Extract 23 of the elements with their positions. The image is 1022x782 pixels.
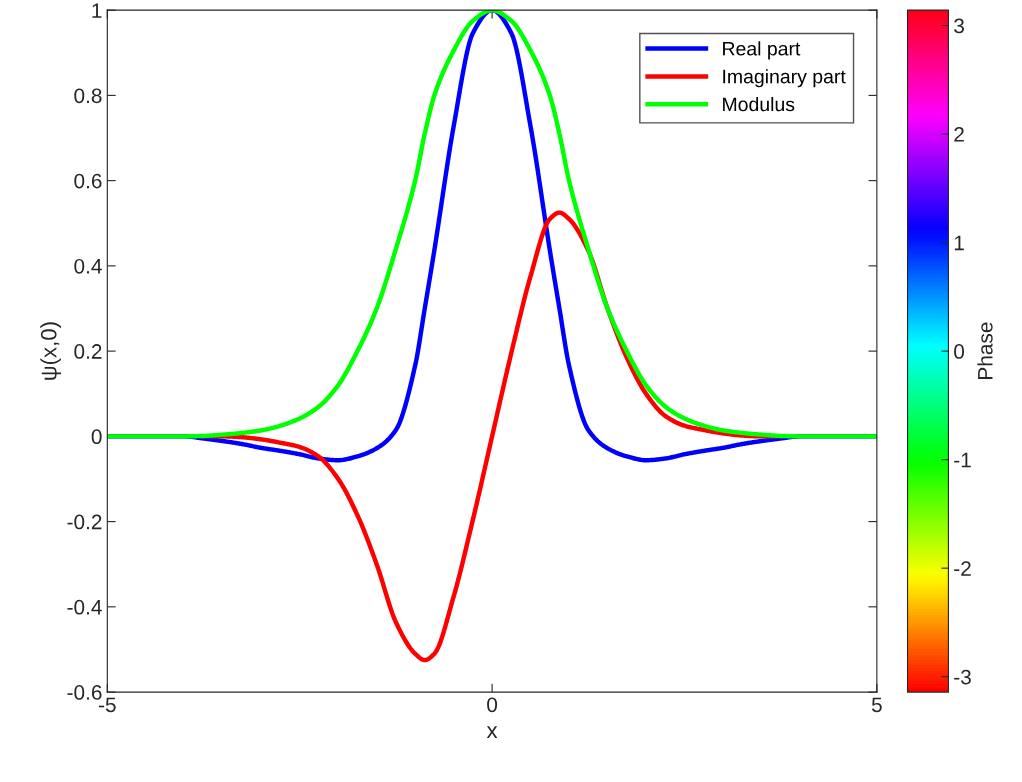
x-axis-title: x [486, 726, 498, 739]
color-bar-label: -2 [954, 561, 971, 576]
y-tick-label: 0 [91, 429, 102, 445]
legend-label: Modulus [723, 96, 795, 112]
color-bar-title: Phase [977, 322, 993, 379]
y-tick-label: -0.4 [67, 599, 102, 615]
legend-label: Imaginary part [723, 69, 846, 88]
color-bar-label: -1 [954, 452, 971, 468]
x-tick-label: 0 [487, 697, 498, 713]
color-bar-label: 3 [954, 18, 964, 34]
legend-label: Real part [723, 41, 801, 60]
y-tick-label: 0.6 [74, 173, 102, 189]
color-bar-label: 0 [954, 344, 965, 359]
x-tick-label: 5 [871, 697, 882, 713]
color-bar-label: 2 [954, 127, 964, 142]
y-tick-label: 0.4 [74, 258, 102, 274]
y-axis-title: ψ(x,0) [40, 322, 61, 380]
y-tick-label: 1 [92, 3, 102, 18]
y-tick-label: 0.2 [74, 344, 102, 359]
y-tick-label: -0.2 [67, 514, 102, 530]
color-bar-label: 1 [954, 235, 964, 251]
color-bar-label: -3 [954, 669, 971, 685]
y-tick-label: 0.8 [74, 88, 102, 104]
